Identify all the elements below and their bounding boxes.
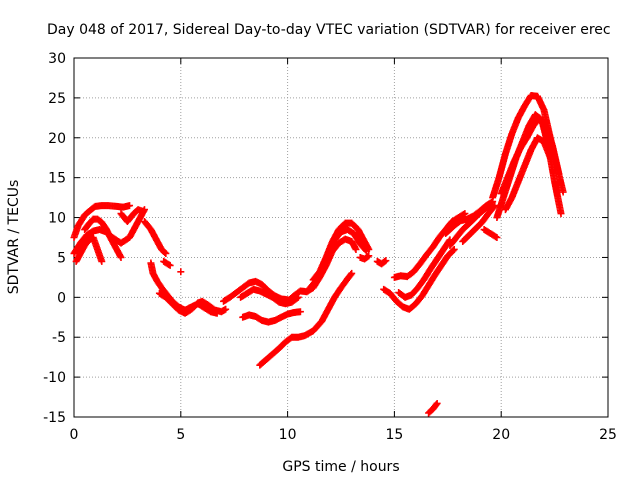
data-point [296,308,304,316]
x-tick-label: 10 [279,427,297,443]
data-point [449,247,457,255]
x-tick-label: 0 [70,427,79,443]
data-point [461,210,469,218]
data-point [348,269,356,277]
data-points [70,91,567,417]
data-point [352,245,360,253]
y-tick-label: -5 [52,330,66,346]
chart-title: Day 048 of 2017, Sidereal Day-to-day VTE… [47,22,611,38]
data-point [365,252,373,260]
x-axis-label: GPS time / hours [282,459,399,475]
x-tick-label: 15 [385,427,403,443]
data-point [162,249,170,257]
axis-ticks: 0 5 10 15 20 25 -15 -10 -5 0 5 10 15 20 25 30 [43,51,617,443]
data-point [166,261,174,269]
data-point [161,248,169,256]
data-point [126,202,134,210]
data-point [347,271,355,279]
data-point [493,234,501,241]
y-tick-label: 30 [48,51,66,67]
y-axis-label: SDTVAR / TECUs [6,180,22,295]
data-point [138,207,146,215]
data-point [559,188,567,196]
x-tick-label: 20 [492,427,510,443]
data-point [490,203,498,211]
y-tick-label: 10 [48,211,66,227]
data-point [365,245,373,253]
data-point [177,268,185,276]
x-tick-label: 5 [176,427,185,443]
y-tick-label: 0 [57,290,66,306]
y-tick-label: 25 [48,91,66,107]
y-tick-label: -15 [43,410,66,426]
y-tick-label: 20 [48,131,66,147]
y-tick-label: 5 [57,250,66,266]
data-point [432,401,440,409]
data-point [382,257,390,265]
data-point [117,253,125,261]
data-point [98,257,106,265]
data-point [433,399,441,407]
y-tick-label: 15 [48,171,66,187]
data-point [450,245,458,253]
y-tick-label: -10 [43,370,66,386]
data-point [546,154,554,162]
data-point [555,170,563,178]
data-point [557,210,565,218]
data-point [222,305,230,313]
x-tick-label: 25 [599,427,617,443]
